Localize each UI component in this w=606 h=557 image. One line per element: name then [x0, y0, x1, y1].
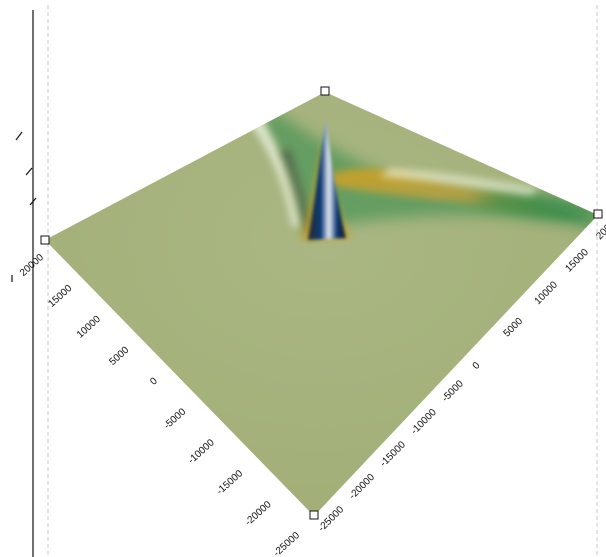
- crest-spike: [325, 40, 339, 48]
- left-axis-tick: 5000: [107, 344, 131, 367]
- surface-mesh: [45, 40, 598, 516]
- crest-spike: [266, 63, 280, 86]
- left-axis-tick: 20000: [18, 252, 46, 279]
- right-axis-tick: 15000: [563, 247, 591, 275]
- right-axis-tick: -15000: [378, 439, 408, 469]
- right-axis-tick: 10000: [533, 279, 561, 307]
- right-axis-tick: -5000: [440, 378, 466, 404]
- right-axis-tick: -20000: [347, 472, 377, 502]
- right-axis-tick: 5000: [502, 316, 526, 340]
- right-axis-tick: 20000: [594, 214, 606, 242]
- corner-handle-bottom[interactable]: [309, 510, 319, 520]
- ridge-shadow-left: [280, 150, 314, 238]
- ridge-light-band: [248, 118, 300, 228]
- left-axis-tick: -15000: [215, 468, 246, 497]
- secondary-crests: [266, 40, 339, 86]
- left-axis-tick: -5000: [162, 406, 189, 432]
- corner-handle-right[interactable]: [593, 209, 603, 219]
- left-axis-tick: 15000: [46, 283, 74, 310]
- corner-handle-left[interactable]: [40, 235, 50, 245]
- crest-spike: [288, 61, 302, 76]
- peak-spike: [308, 118, 346, 240]
- left-axis-tick: -10000: [186, 437, 217, 466]
- right-axis-tick: -10000: [409, 407, 439, 437]
- left-axis-tick: -20000: [243, 499, 274, 528]
- left-axis-tick: 0: [148, 375, 160, 387]
- corner-handle-top[interactable]: [320, 86, 330, 96]
- right-axis-tick: 0: [471, 360, 483, 372]
- vertical-axis-marks: [11, 131, 37, 282]
- ridge-light-right: [380, 168, 540, 195]
- left-axis-tick: 10000: [75, 314, 103, 341]
- ridge-far-green: [480, 193, 598, 230]
- main-peak: [300, 118, 352, 240]
- crest-spike: [307, 51, 321, 62]
- left-axis-tick: -25000: [272, 530, 303, 557]
